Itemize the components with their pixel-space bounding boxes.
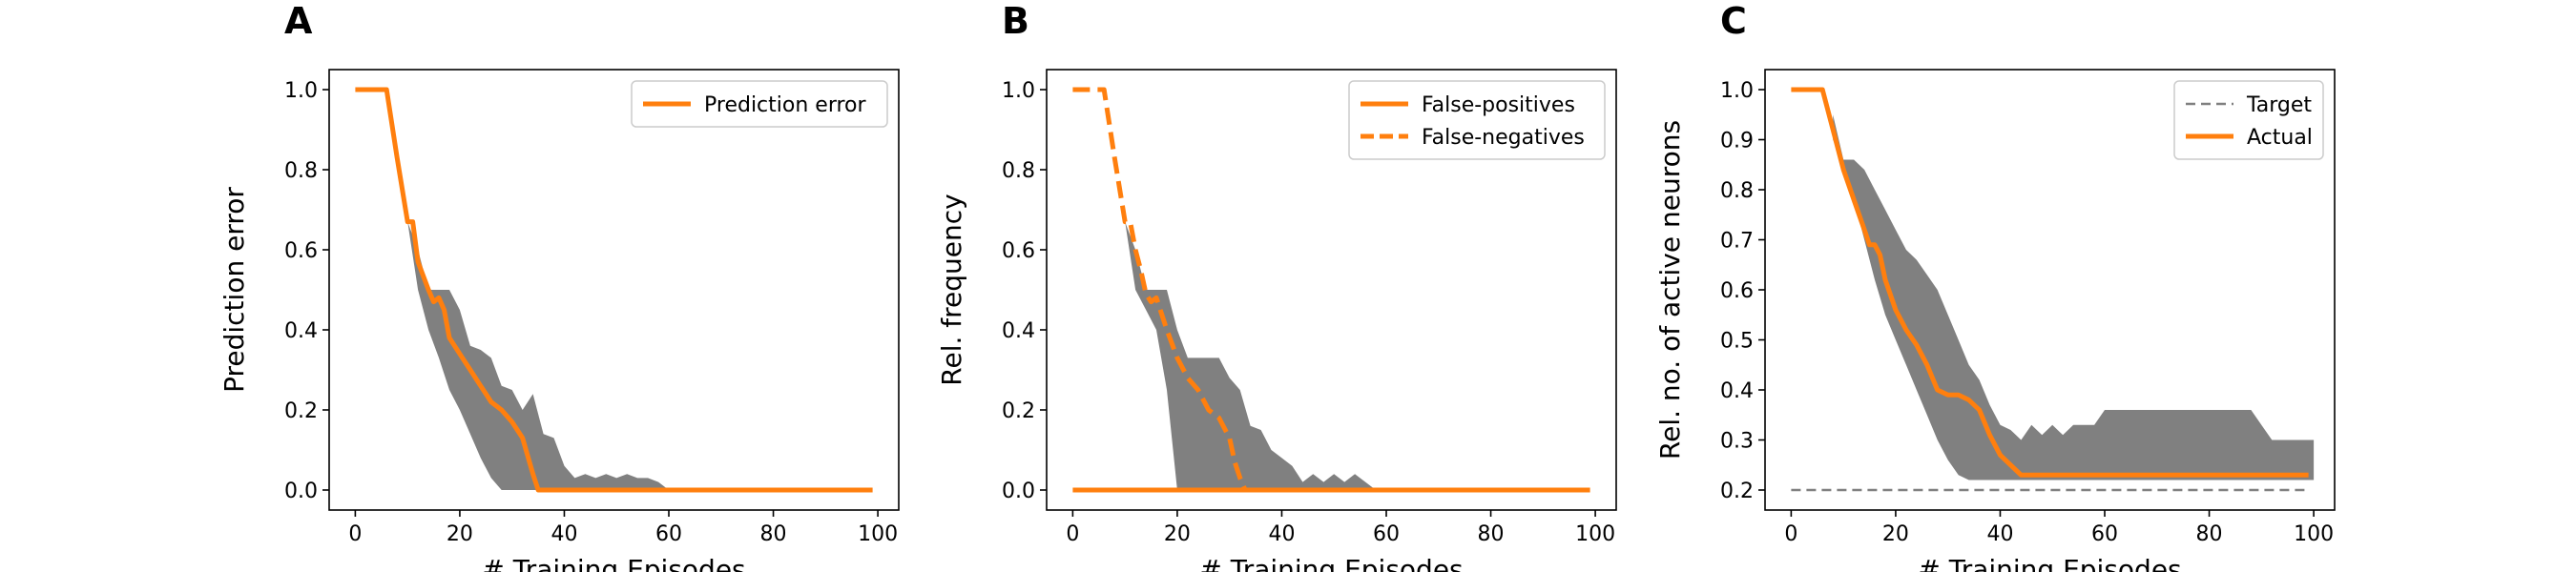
- panel-c: C 0 20 40 60 80 100 0.2 0.3 0.4 0.5 0.6 0.7 0.8 0.9 1.0…: [1654, 0, 2336, 572]
- plot-frame: [1046, 69, 1617, 511]
- series-line-prediction-error: [355, 87, 873, 493]
- y-tick-label: 0.2: [1720, 480, 1754, 503]
- y-tick-label: 0.0: [1002, 480, 1035, 503]
- y-axis-title: Prediction error: [218, 187, 250, 393]
- x-tick-label: 40: [551, 522, 577, 546]
- x-tick-label: 100: [2294, 522, 2334, 546]
- legend-entry: False-positives: [1422, 93, 1575, 117]
- x-tick-label: 20: [447, 522, 473, 546]
- panel-label: A: [284, 0, 313, 42]
- y-tick-label: 0.3: [1720, 430, 1754, 454]
- y-axis-title: Rel. no. of active neurons: [1654, 120, 1686, 460]
- legend: Target Actual: [2173, 80, 2324, 160]
- legend-entry: Prediction error: [704, 93, 866, 117]
- x-tick-label: 60: [655, 522, 682, 546]
- y-tick-label: 0.4: [1002, 319, 1035, 343]
- y-tick-label: 0.7: [1720, 230, 1754, 254]
- x-tick-label: 0: [348, 522, 362, 546]
- plot-frame: [328, 69, 900, 511]
- x-tick-label: 80: [2196, 522, 2223, 546]
- x-tick-label: 0: [1784, 522, 1797, 546]
- x-tick-label: 60: [2091, 522, 2118, 546]
- y-tick-label: 0.6: [284, 239, 318, 263]
- y-tick-label: 0.8: [1720, 179, 1754, 203]
- x-axis-title: # Training Episodes: [482, 554, 745, 572]
- panel-b: B 0 20 40 60 80 100 0.0 0.2 0.4 0.6 0.8 1.0 # Trainin…: [936, 0, 1617, 572]
- legend-box: [631, 80, 888, 128]
- y-tick-label: 1.0: [1720, 79, 1754, 103]
- legend-entry: False-negatives: [1422, 126, 1585, 150]
- legend-entry: Target: [2246, 93, 2312, 117]
- x-tick-label: 100: [1575, 522, 1615, 546]
- series-line-actual: [1791, 87, 2309, 478]
- panel-a: A 0 20 40 60 80 100 0.0 0.2 0.4 0.6 0.8 1.0 # Trainin…: [218, 0, 900, 572]
- x-tick-label: 0: [1066, 522, 1079, 546]
- x-tick-label: 40: [1268, 522, 1295, 546]
- x-tick-label: 60: [1373, 522, 1400, 546]
- confidence-band: [1125, 221, 1377, 490]
- y-tick-label: 0.8: [284, 159, 318, 183]
- y-tick-label: 0.5: [1720, 330, 1754, 354]
- y-tick-label: 0.6: [1720, 279, 1754, 303]
- x-tick-label: 20: [1882, 522, 1909, 546]
- x-axis-title: # Training Episodes: [1918, 554, 2181, 572]
- panel-label: C: [1720, 0, 1747, 42]
- y-tick-label: 0.9: [1720, 130, 1754, 153]
- y-tick-label: 0.4: [284, 319, 318, 343]
- x-tick-label: 100: [858, 522, 898, 546]
- legend-box: [2173, 80, 2324, 160]
- y-tick-label: 0.2: [284, 399, 318, 423]
- legend-entry: Actual: [2247, 126, 2313, 150]
- x-axis-title: # Training Episodes: [1199, 554, 1463, 572]
- series-line-false-negatives: [1072, 87, 1248, 491]
- y-tick-label: 1.0: [284, 79, 318, 103]
- panel-label: B: [1002, 0, 1029, 42]
- x-tick-label: 80: [760, 522, 787, 546]
- y-tick-label: 0.0: [284, 480, 318, 503]
- legend-box: [1348, 80, 1606, 160]
- y-tick-label: 0.2: [1002, 399, 1035, 423]
- y-axis-title: Rel. frequency: [936, 194, 967, 385]
- x-tick-label: 80: [1478, 522, 1505, 546]
- x-tick-label: 40: [1986, 522, 2013, 546]
- confidence-band: [407, 221, 669, 490]
- y-tick-label: 0.6: [1002, 239, 1035, 263]
- x-tick-label: 20: [1164, 522, 1191, 546]
- legend: Prediction error: [631, 80, 888, 128]
- y-tick-label: 1.0: [1002, 79, 1035, 103]
- y-tick-label: 0.8: [1002, 159, 1035, 183]
- confidence-band: [1833, 114, 2315, 480]
- legend: False-positives False-negatives: [1348, 80, 1606, 160]
- y-tick-label: 0.4: [1720, 379, 1754, 403]
